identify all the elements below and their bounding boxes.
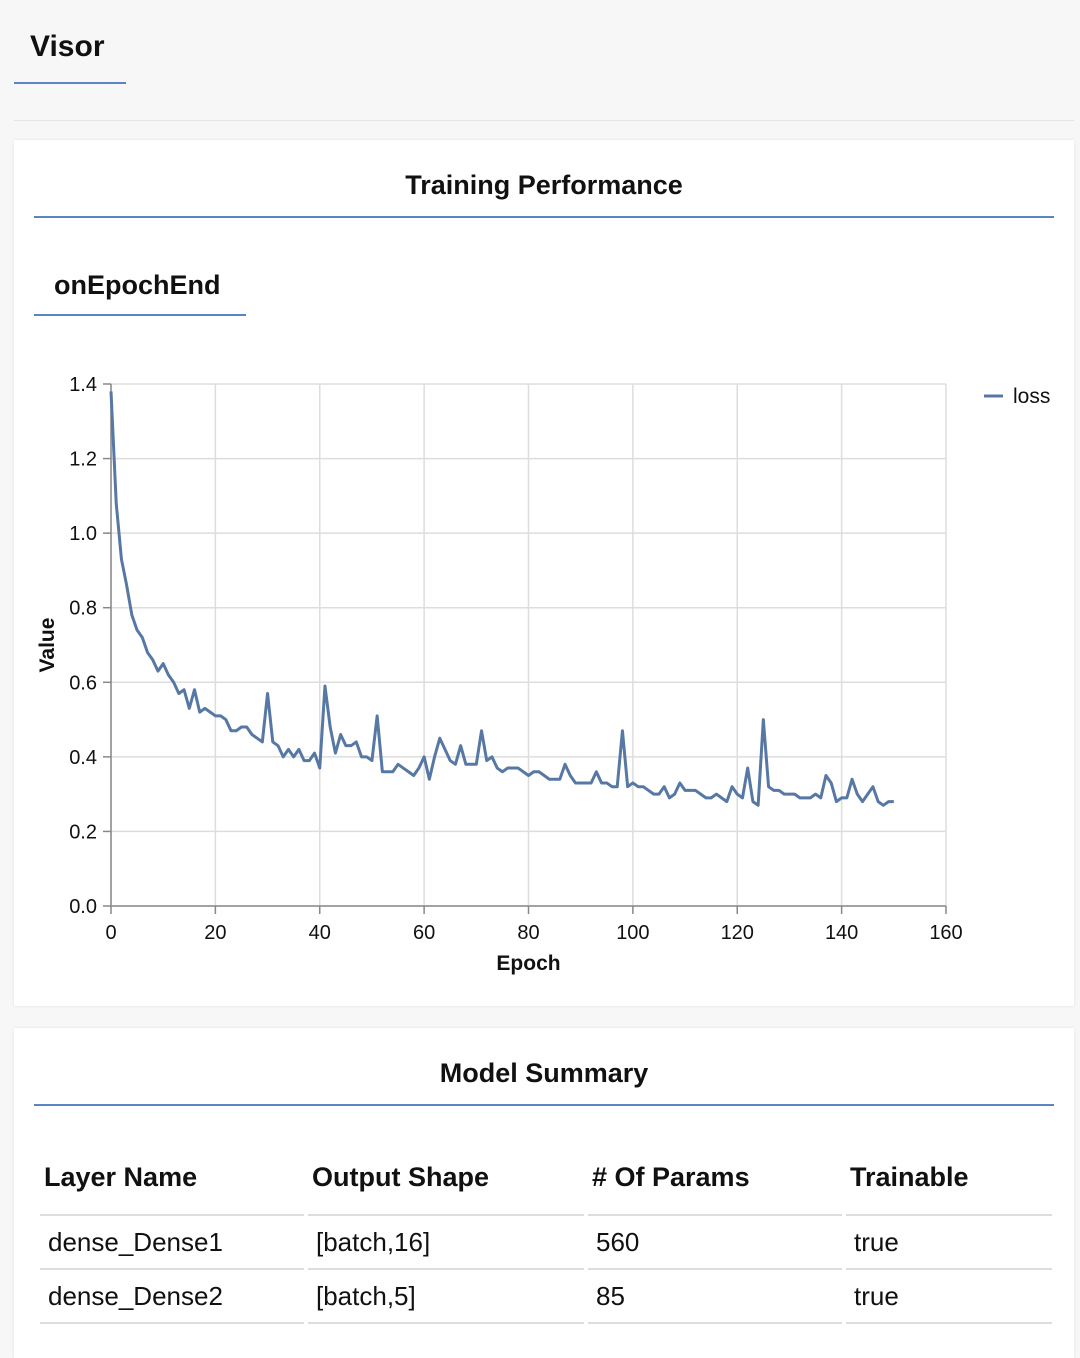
- output-shape-cell: [batch,16]: [308, 1216, 584, 1270]
- x-tick-label: 40: [309, 922, 331, 944]
- x-tick-label: 0: [105, 922, 116, 944]
- trainable-cell: true: [846, 1216, 1052, 1270]
- num-params-cell: 560: [588, 1216, 842, 1270]
- tab-on-epoch-end-label: onEpochEnd: [54, 270, 221, 300]
- trainable-cell: true: [846, 1270, 1052, 1324]
- series-line-loss: [109, 391, 894, 807]
- column-header-num-params: # Of Params: [588, 1140, 842, 1216]
- visor-tab[interactable]: Visor: [14, 28, 126, 84]
- visor-title: Visor: [30, 30, 105, 63]
- table-header-row: Layer Name Output Shape # Of Params Trai…: [40, 1140, 1052, 1216]
- column-header-trainable: Trainable: [846, 1140, 1052, 1216]
- x-tick-label: 100: [616, 922, 649, 944]
- y-tick-label: 0.4: [69, 747, 97, 769]
- x-tick-label: 160: [929, 922, 962, 944]
- x-tick-label: 120: [721, 922, 754, 944]
- layer-name-cell: dense_Dense1: [40, 1216, 304, 1270]
- model-summary-table: Layer Name Output Shape # Of Params Trai…: [36, 1140, 1056, 1324]
- table-row: dense_Dense2 [batch,5] 85 true: [40, 1270, 1052, 1324]
- output-shape-cell: [batch,5]: [308, 1270, 584, 1324]
- column-header-layer-name: Layer Name: [40, 1140, 304, 1216]
- x-tick-label: 20: [204, 922, 226, 944]
- legend-label: loss: [1013, 385, 1050, 408]
- training-performance-surface: Training Performance onEpochEnd 0 20 40 60 8…: [14, 140, 1074, 1006]
- table-row: dense_Dense1 [batch,16] 560 true: [40, 1216, 1052, 1270]
- tab-on-epoch-end[interactable]: onEpochEnd: [34, 268, 246, 316]
- y-tick-label: 0.2: [69, 821, 97, 843]
- model-summary-surface: Model Summary Layer Name Output Shape # …: [14, 1028, 1074, 1358]
- y-tick-label: 1.4: [69, 374, 97, 396]
- x-tick-label: 140: [825, 922, 858, 944]
- num-params-cell: 85: [588, 1270, 842, 1324]
- model-summary-title: Model Summary: [34, 1058, 1054, 1106]
- visor-header: Visor: [14, 0, 1074, 121]
- y-tick-label: 0.8: [69, 598, 97, 620]
- layer-name-cell: dense_Dense2: [40, 1270, 304, 1324]
- x-tick-label: 80: [517, 922, 539, 944]
- y-axis-title: Value: [36, 618, 59, 673]
- loss-chart: 0 20 40 60 80 100 120 140 160 0.0 0.2 0.4 0.6 0.8 1.0 1…: [36, 374, 1050, 975]
- y-tick-label: 1.0: [69, 523, 97, 545]
- x-tick-label: 60: [413, 922, 435, 944]
- training-performance-title: Training Performance: [34, 170, 1054, 218]
- y-tick-label: 0.6: [69, 672, 97, 694]
- y-tick-label: 1.2: [69, 449, 97, 471]
- column-header-output-shape: Output Shape: [308, 1140, 584, 1216]
- y-tick-label: 0.0: [69, 896, 97, 918]
- x-axis-title: Epoch: [496, 952, 560, 975]
